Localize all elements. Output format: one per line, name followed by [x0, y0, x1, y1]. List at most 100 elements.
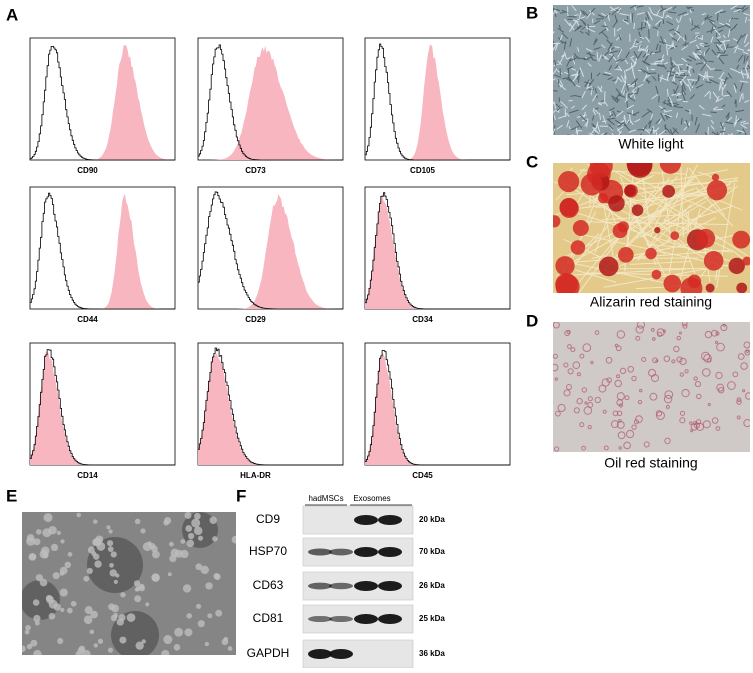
group-label: Exosomes: [353, 494, 390, 503]
nodule: [652, 270, 662, 280]
cell: [704, 43, 708, 44]
vesicle: [19, 645, 26, 652]
band: [378, 547, 402, 557]
vesicle: [191, 519, 200, 528]
vesicle: [143, 542, 152, 551]
vesicle: [140, 528, 145, 533]
vesicle: [194, 513, 201, 520]
vesicle: [174, 628, 183, 637]
band: [329, 649, 353, 659]
vesicle: [169, 555, 176, 562]
vesicle: [30, 553, 37, 560]
vesicle: [68, 552, 73, 557]
histogram-box: [30, 38, 175, 160]
cell: [732, 135, 733, 143]
vesicle: [75, 651, 81, 657]
nodule: [736, 283, 747, 294]
vesicle: [83, 576, 89, 582]
vesicle: [107, 540, 113, 546]
vesicle: [164, 517, 171, 524]
vesicle: [223, 637, 228, 642]
cell: [564, 135, 567, 139]
nodule: [632, 204, 644, 216]
nodule: [645, 248, 656, 259]
vesicle: [88, 546, 95, 553]
nodule: [599, 257, 619, 277]
vesicle: [57, 531, 61, 535]
vesicle: [184, 628, 192, 636]
nodule: [704, 251, 724, 271]
vesicle: [111, 615, 117, 621]
vesicle: [82, 650, 91, 659]
protein-label: HSP70: [249, 544, 287, 558]
vesicle: [198, 620, 205, 627]
nodule: [654, 227, 660, 233]
vesicle: [109, 563, 114, 568]
vesicle: [93, 553, 99, 559]
panel-label: B: [526, 3, 538, 22]
marker-label: CD44: [77, 315, 98, 324]
vesicle: [67, 608, 73, 614]
vesicle: [142, 639, 146, 643]
vesicle: [152, 574, 160, 582]
vesicle: [44, 513, 53, 522]
vesicle: [84, 615, 93, 624]
marker-label: CD14: [77, 471, 98, 480]
cell: [659, 96, 660, 102]
cell: [730, 134, 737, 139]
size-label: 70 kDa: [419, 547, 445, 556]
vesicle: [40, 579, 48, 587]
nodule: [555, 256, 574, 275]
vesicle: [114, 580, 118, 584]
cell: [565, 134, 569, 140]
nodule: [696, 229, 715, 248]
cell: [589, 135, 592, 141]
vesicle: [163, 635, 172, 644]
cell: [714, 109, 723, 110]
vesicle: [196, 604, 201, 609]
vesicle: [134, 580, 140, 586]
vesicle: [188, 533, 194, 539]
cell: [650, 64, 657, 65]
vesicle: [108, 546, 114, 552]
vesicle: [35, 621, 40, 626]
vesicle: [212, 536, 218, 542]
vesicle: [65, 562, 71, 568]
cell: [547, 61, 553, 64]
band: [308, 583, 332, 590]
protein-label: CD63: [253, 578, 284, 592]
vesicle: [25, 630, 30, 635]
vesicle: [168, 572, 172, 576]
band: [308, 649, 332, 659]
nodule: [624, 185, 636, 197]
caption: Alizarin red staining: [590, 294, 712, 310]
vesicle: [232, 536, 240, 544]
cell: [717, 13, 718, 21]
vesicle: [184, 512, 191, 519]
nodule: [573, 220, 589, 236]
band: [329, 616, 353, 622]
vesicle: [134, 595, 141, 602]
cell: [716, 32, 717, 37]
vesicle: [119, 637, 126, 644]
marker-label: CD34: [412, 315, 433, 324]
vesicle: [106, 525, 110, 529]
band: [354, 614, 378, 624]
cell: [602, 121, 606, 122]
histogram-box: [30, 187, 175, 309]
vesicle: [183, 584, 191, 592]
size-label: 20 kDa: [419, 515, 445, 524]
nodule: [663, 275, 681, 293]
vesicle: [120, 592, 125, 597]
vesicle: [57, 638, 63, 644]
vesicle: [49, 613, 56, 620]
vesicle: [119, 614, 126, 621]
marker-label: CD73: [245, 166, 266, 175]
vesicle: [194, 526, 203, 535]
vesicle: [205, 642, 209, 646]
vesicle: [185, 525, 192, 532]
caption: White light: [618, 136, 683, 152]
